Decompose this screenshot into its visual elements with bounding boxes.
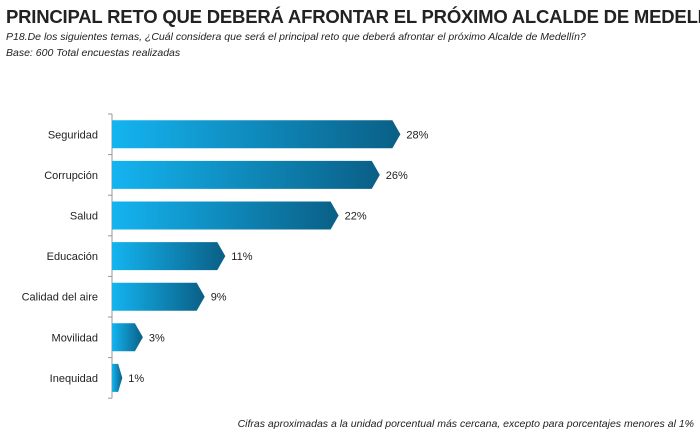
chart-title: PRINCIPAL RETO QUE DEBERÁ AFRONTAR EL PR… bbox=[6, 6, 700, 27]
bar bbox=[112, 282, 205, 311]
bar bbox=[112, 363, 123, 392]
data-label: 9% bbox=[211, 292, 227, 304]
category-label: Salud bbox=[70, 211, 98, 223]
data-label: 11% bbox=[231, 251, 252, 263]
category-label: Inequidad bbox=[50, 373, 98, 385]
base-text: Base: 600 Total encuestas realizadas bbox=[6, 47, 181, 59]
category-label: Seguridad bbox=[48, 129, 98, 141]
bar bbox=[112, 120, 401, 149]
category-label: Corrupción bbox=[44, 170, 98, 182]
footnote: Cifras aproximadas a la unidad porcentua… bbox=[237, 418, 694, 430]
bar bbox=[112, 242, 226, 271]
bar bbox=[112, 323, 143, 352]
category-label: Educación bbox=[47, 251, 98, 263]
category-label: Movilidad bbox=[52, 332, 98, 344]
bar bbox=[112, 160, 380, 189]
data-label: 22% bbox=[345, 211, 367, 223]
category-label: Calidad del aire bbox=[22, 292, 98, 304]
data-label: 26% bbox=[386, 170, 408, 182]
bar bbox=[112, 201, 339, 230]
data-label: 3% bbox=[149, 332, 165, 344]
data-label: 28% bbox=[406, 129, 428, 141]
data-label: 1% bbox=[128, 373, 144, 385]
question-text: P18.De los siguientes temas, ¿Cuál consi… bbox=[6, 31, 586, 43]
